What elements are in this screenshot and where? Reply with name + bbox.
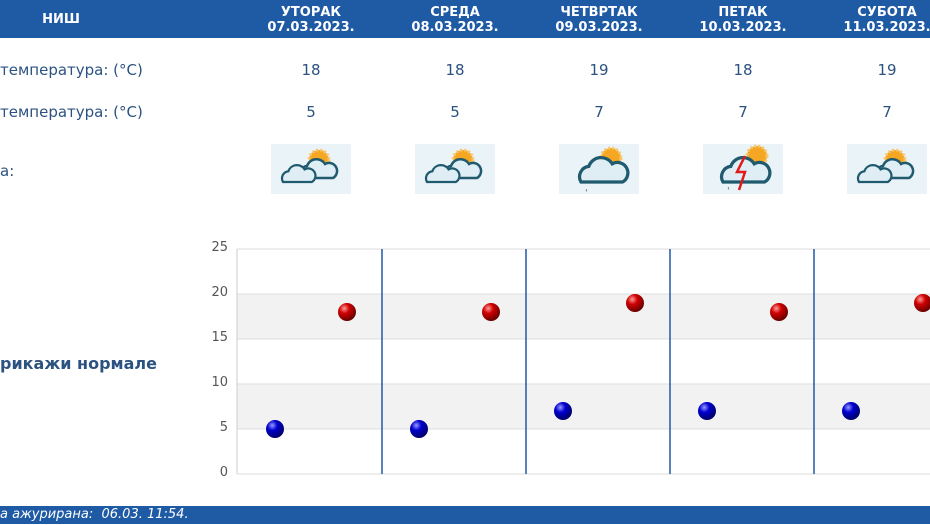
min-temp-value: 7 (738, 103, 748, 121)
partly-cloudy-icon (847, 144, 927, 194)
day-name: ЧЕТВРТАК (560, 5, 638, 20)
y-tick-label: 25 (211, 240, 228, 255)
min-temp-point (266, 420, 284, 438)
max-temp-value: 18 (733, 61, 753, 79)
updated-label: а ажурирана: (0, 507, 94, 522)
day-date: 11.03.2023. (843, 20, 930, 35)
header-bar: НИШ УТОРАК 07.03.2023. СРЕДА 08.03.2023. ЧЕТ… (0, 0, 930, 38)
grid-band (237, 384, 930, 429)
show-normals-link[interactable]: рикажи нормале (0, 354, 157, 373)
svg-text:ˌ: ˌ (727, 181, 729, 191)
max-temp-point (626, 294, 644, 312)
max-temp-value: 19 (877, 61, 897, 79)
day-name: СУБОТА (857, 5, 917, 20)
temperature-chart (236, 248, 930, 475)
min-temp-label: температура: (°C) (0, 103, 143, 121)
max-temp-value: 19 (589, 61, 609, 79)
day-header: СРЕДА 08.03.2023. (383, 5, 527, 35)
max-temp-value: 18 (445, 61, 465, 79)
day-date: 10.03.2023. (699, 20, 787, 35)
min-temp-value: 7 (594, 103, 604, 121)
partly-cloudy-icon (415, 144, 495, 194)
day-name: ПЕТАК (718, 5, 768, 20)
min-temp-point (410, 420, 428, 438)
y-tick-label: 0 (219, 465, 228, 480)
day-date: 07.03.2023. (267, 20, 355, 35)
day-name: СРЕДА (430, 5, 480, 20)
y-tick-label: 5 (219, 420, 228, 435)
partly-cloudy-icon (271, 144, 351, 194)
y-tick-label: 20 (211, 285, 228, 300)
footer-bar: а ажурирана: 06.03. 11:54. (0, 506, 930, 524)
city-name: НИШ (42, 12, 80, 27)
y-tick-label: 10 (211, 375, 228, 390)
day-name: УТОРАК (280, 5, 342, 20)
min-temp-value: 5 (450, 103, 460, 121)
min-temp-point (698, 402, 716, 420)
min-temp-point (842, 402, 860, 420)
max-temp-point (770, 303, 788, 321)
day-header: СУБОТА 11.03.2023. (815, 5, 930, 35)
day-header: УТОРАК 07.03.2023. (239, 5, 383, 35)
day-date: 09.03.2023. (555, 20, 643, 35)
day-header: ЧЕТВРТАК 09.03.2023. (527, 5, 671, 35)
day-date: 08.03.2023. (411, 20, 499, 35)
min-temp-point (554, 402, 572, 420)
min-temp-value: 5 (306, 103, 316, 121)
thunderstorm-icon: ˌ (703, 144, 783, 194)
svg-text:ˌ: ˌ (585, 183, 587, 193)
weather-label: а: (0, 162, 15, 180)
day-header: ПЕТАК 10.03.2023. (671, 5, 815, 35)
max-temp-point (914, 294, 930, 312)
max-temp-value: 18 (301, 61, 321, 79)
max-temp-point (338, 303, 356, 321)
updated-value: 06.03. 11:54. (101, 507, 189, 522)
max-temp-point (482, 303, 500, 321)
cloudy-light-rain-icon: ˌ (559, 144, 639, 194)
max-temp-label: температура: (°C) (0, 61, 143, 79)
y-tick-label: 15 (211, 330, 228, 345)
min-temp-value: 7 (882, 103, 892, 121)
